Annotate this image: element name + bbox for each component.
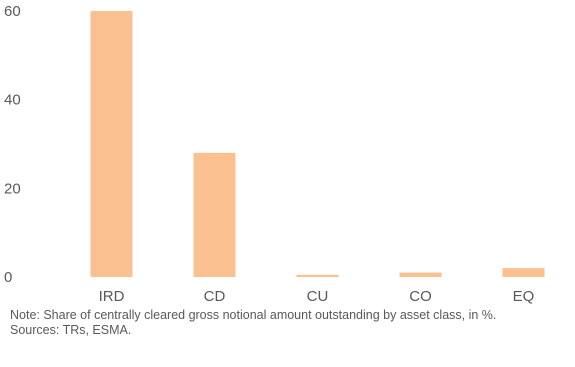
bar-co bbox=[399, 272, 442, 277]
y-tick-label: 60 bbox=[4, 3, 21, 20]
bars-group bbox=[90, 11, 545, 277]
y-tick-label: 20 bbox=[4, 180, 21, 197]
y-tick-label: 40 bbox=[4, 92, 21, 109]
bar-cu bbox=[296, 274, 339, 277]
x-axis: IRD CD CU CO EQ bbox=[99, 288, 535, 305]
y-axis: 0 20 40 60 bbox=[4, 3, 21, 286]
bar-cd bbox=[193, 152, 236, 277]
x-tick-label: EQ bbox=[513, 288, 535, 305]
x-tick-label: IRD bbox=[99, 288, 125, 305]
sources-text: Sources: TRs, ESMA. bbox=[10, 323, 132, 337]
chart-area: 0 20 40 60 IRD CD CU CO EQ bbox=[4, 3, 545, 305]
x-tick-label: CU bbox=[307, 288, 329, 305]
chart-notes: Note: Share of centrally cleared gross n… bbox=[10, 308, 575, 338]
note-text: Note: Share of centrally cleared gross n… bbox=[10, 308, 497, 322]
x-tick-label: CD bbox=[204, 288, 226, 305]
bar-eq bbox=[502, 268, 545, 277]
x-tick-label: CO bbox=[409, 288, 432, 305]
bar-chart: 0 20 40 60 IRD CD CU CO EQ bbox=[4, 3, 545, 305]
bar-ird bbox=[90, 11, 133, 277]
y-tick-label: 0 bbox=[4, 269, 12, 286]
